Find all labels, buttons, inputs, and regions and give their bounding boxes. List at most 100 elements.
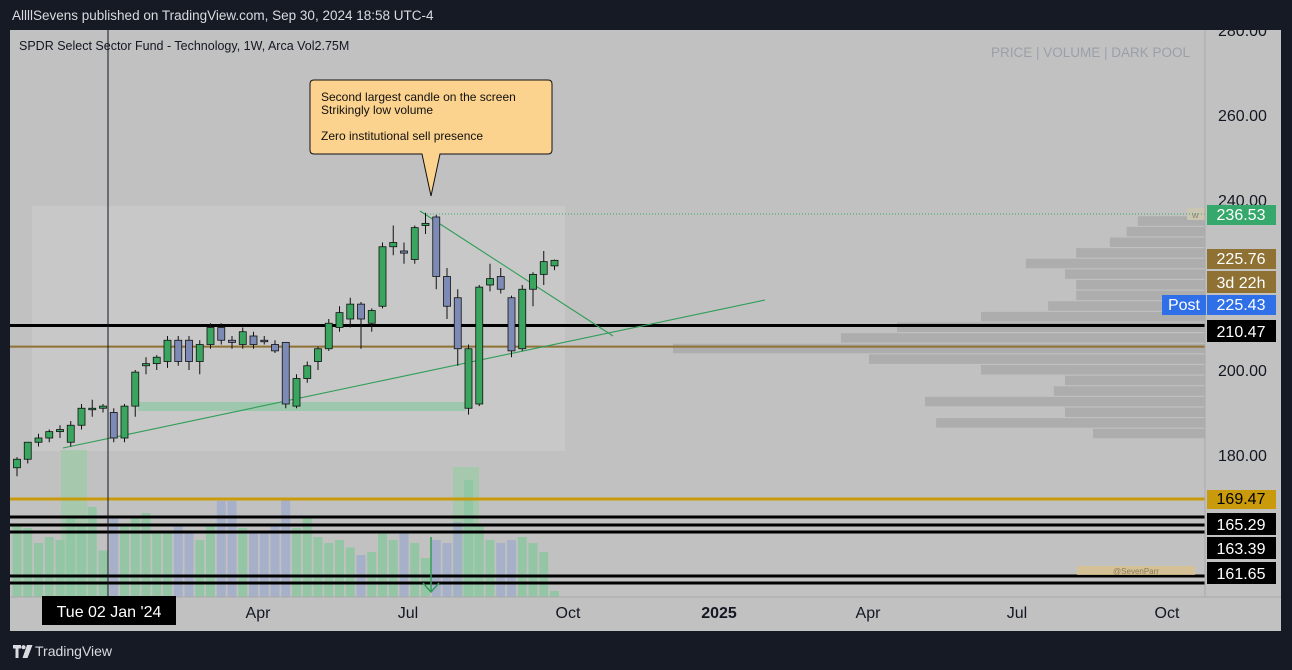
candle-body <box>378 246 387 307</box>
volume-bar <box>184 532 194 600</box>
volume-profile-bar <box>1048 301 1205 311</box>
candle-body <box>217 327 226 341</box>
candle-body <box>34 437 43 443</box>
volume-profile-bar <box>869 354 1205 364</box>
volume-profile-bar <box>1065 407 1205 417</box>
volume-bar <box>77 525 86 600</box>
indicator-labels: PRICE | VOLUME | DARK POOL <box>991 45 1191 60</box>
volume-bar <box>66 517 76 600</box>
volume-bar <box>410 543 420 600</box>
volume-bar <box>550 591 559 600</box>
volume-bar <box>507 540 516 600</box>
candle-body <box>496 276 505 290</box>
price-label-countdown: 3d 22h <box>1217 275 1266 292</box>
volume-profile-bar <box>1065 269 1205 279</box>
volume-bar <box>517 537 527 600</box>
volume-bar <box>474 525 484 600</box>
price-label-bg <box>1207 320 1276 342</box>
candlestick-chart[interactable]: ww Second largest candle on the screenSt… <box>10 30 1281 631</box>
candle-body <box>507 297 516 352</box>
volume-bar <box>109 517 119 600</box>
candle-body <box>56 429 64 433</box>
candle-body <box>550 259 559 267</box>
price-label-post: 225.43 <box>1217 297 1266 314</box>
volume-bar <box>485 540 495 600</box>
volume-bar <box>55 540 65 600</box>
chart-area[interactable]: ww Second largest candle on the screenSt… <box>10 30 1281 631</box>
price-label-level-gold: 169.47 <box>1217 491 1266 508</box>
price-label-bg <box>1207 513 1276 535</box>
candle-body <box>314 348 322 362</box>
candle-body <box>464 348 473 409</box>
crosshair-date-label: Tue 02 Jan '24 <box>57 604 162 621</box>
volume-bar <box>388 540 398 600</box>
volume-bar <box>313 537 323 600</box>
trend-lines <box>62 30 766 597</box>
volume-bar <box>163 532 172 600</box>
volume-profile-bar <box>1076 290 1205 301</box>
price-label-bg <box>1207 537 1276 559</box>
time-tick-label: Apr <box>246 605 272 622</box>
falling-trendline <box>419 210 614 337</box>
candle-body <box>539 261 548 275</box>
publisher-bar: AllllSevens published on TradingView.com… <box>0 0 1292 30</box>
price-label-close: 225.76 <box>1217 251 1266 268</box>
price-label-bg <box>1207 295 1276 315</box>
price-tick-label: 200.00 <box>1218 363 1267 380</box>
price-label-level-2: 163.39 <box>1217 541 1266 558</box>
volume-profile-bar <box>1109 237 1205 247</box>
published-text: AllllSevens published on TradingView.com… <box>12 8 434 23</box>
candle-body <box>45 431 54 439</box>
volume-profile-bar <box>981 365 1205 375</box>
volume-bar <box>227 501 237 600</box>
volume-profile-bar <box>1137 216 1205 226</box>
volume-bar <box>216 501 226 600</box>
volume-bar <box>23 528 33 600</box>
brand-name[interactable]: TradingView <box>35 643 113 659</box>
rising-trendline <box>62 299 766 449</box>
volume-bar <box>120 525 129 600</box>
time-tick-label: Oct <box>556 605 581 622</box>
volume-profile-bar <box>1093 428 1205 439</box>
watermark-text: @SevenParr <box>1113 567 1159 576</box>
volume-profile-bar <box>841 333 1205 343</box>
candle-body <box>142 363 150 367</box>
volume-profile-bar <box>925 396 1205 407</box>
axes: 280.00260.00240.00200.00180.00236.53225.… <box>10 30 1281 631</box>
volume-bar <box>195 540 205 600</box>
candle-body <box>357 303 365 320</box>
candle-body <box>518 288 527 350</box>
price-label-bg <box>1207 562 1276 584</box>
candle-body <box>99 405 107 409</box>
tradingview-logo-icon[interactable] <box>13 645 33 659</box>
candle-body <box>400 250 408 254</box>
volume-bar <box>130 517 140 600</box>
time-tick-label: Apr <box>856 605 882 622</box>
candle-body <box>421 222 430 226</box>
candle-body <box>109 412 118 439</box>
callout-text: Zero institutional sell presence <box>321 129 483 143</box>
candle-body <box>238 331 247 345</box>
volume-bar <box>152 532 162 600</box>
candle-body <box>453 297 462 350</box>
candle-body <box>13 458 21 469</box>
volume-profile-bar <box>1076 248 1205 258</box>
time-axis-bg <box>10 597 1281 631</box>
price-tick-label: 180.00 <box>1218 448 1267 465</box>
callout-text: Second largest candle on the screen <box>321 90 516 104</box>
annotation-callout: Second largest candle on the screenStrik… <box>309 79 553 197</box>
volume-bar <box>12 525 22 600</box>
time-tick-label: Jul <box>1007 605 1027 622</box>
candle-body <box>410 227 419 260</box>
arrow-head <box>422 582 440 594</box>
time-tick-label: Oct <box>1155 605 1180 622</box>
callout-text: Strikingly low volume <box>321 103 433 117</box>
time-tick-label: Jul <box>398 605 418 622</box>
volume-bar <box>496 543 506 600</box>
candle-body <box>335 312 344 328</box>
volume-bar <box>453 522 463 600</box>
candle-body <box>185 339 193 362</box>
volume-bar <box>324 543 334 600</box>
marker-letter: w <box>1191 210 1199 220</box>
candle-body <box>120 405 129 439</box>
